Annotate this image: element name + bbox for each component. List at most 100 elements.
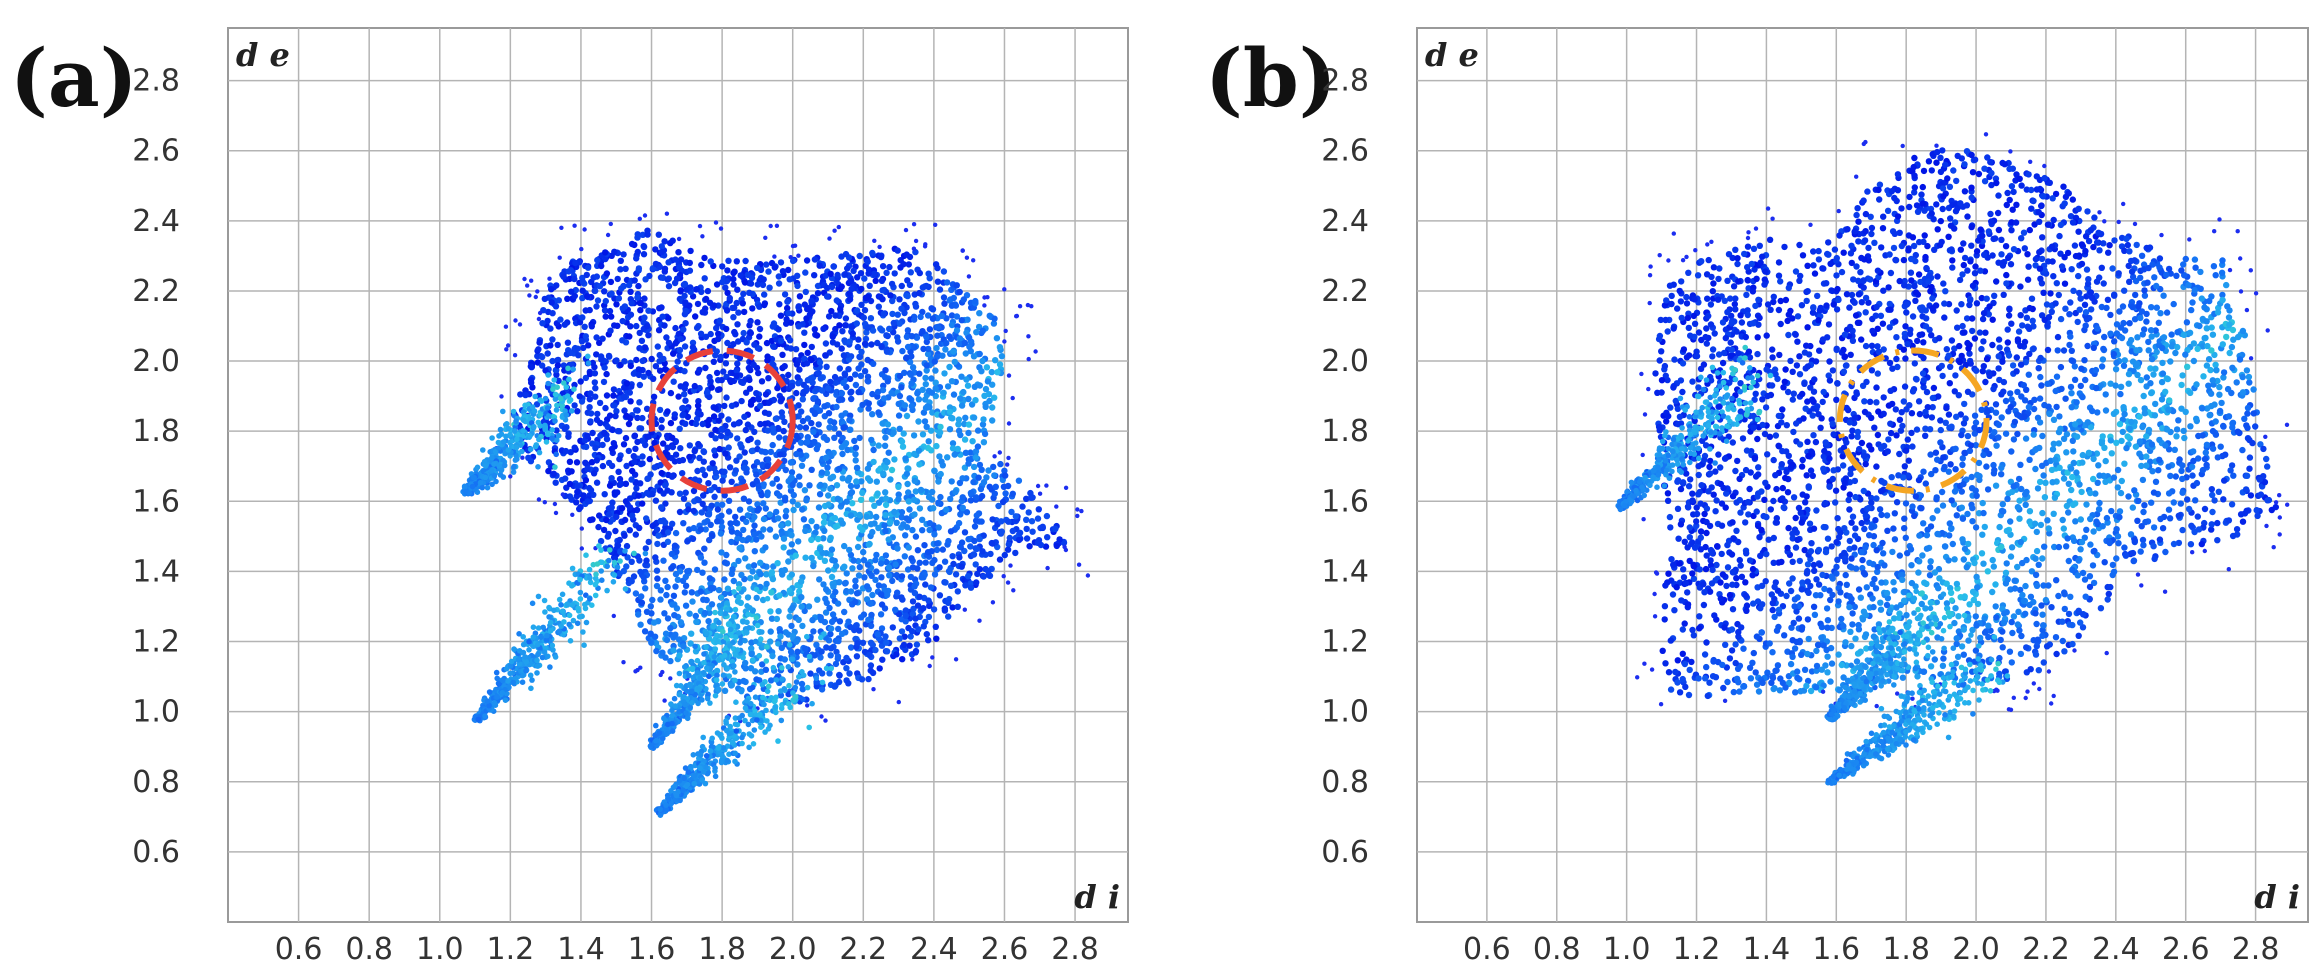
scatter-point xyxy=(962,607,967,612)
scatter-point xyxy=(655,231,662,238)
scatter-point xyxy=(803,257,811,264)
scatter-point xyxy=(931,556,938,564)
scatter-point xyxy=(887,292,894,299)
scatter-point xyxy=(542,500,547,505)
scatter-point xyxy=(642,585,649,592)
scatter-point xyxy=(903,412,911,420)
scatter-point xyxy=(748,650,755,658)
scatter-point xyxy=(484,484,491,491)
scatter-point xyxy=(549,336,556,343)
scatter-point xyxy=(577,596,584,602)
scatter-point xyxy=(605,232,611,238)
scatter-point xyxy=(613,357,620,364)
scatter-point xyxy=(566,621,572,628)
scatter-point xyxy=(537,412,543,418)
scatter-point xyxy=(542,422,548,429)
scatter-point xyxy=(784,304,791,312)
scatter-point xyxy=(823,586,830,593)
scatter-point xyxy=(616,455,623,463)
scatter-point xyxy=(864,475,872,482)
scatter-point xyxy=(962,414,969,421)
scatter-point xyxy=(519,679,526,685)
scatter-point xyxy=(528,685,534,692)
scatter-point xyxy=(821,433,828,441)
scatter-point xyxy=(627,398,634,405)
scatter-point xyxy=(745,563,752,570)
scatter-point xyxy=(739,536,746,544)
scatter-point xyxy=(694,300,702,308)
scatter-point xyxy=(645,538,652,546)
scatter-point xyxy=(707,521,714,528)
scatter-point xyxy=(843,570,850,577)
scatter-point xyxy=(584,465,591,473)
scatter-point xyxy=(912,488,919,495)
scatter-point xyxy=(545,413,552,419)
scatter-point xyxy=(664,529,672,536)
scatter-point xyxy=(899,347,906,355)
scatter-point xyxy=(716,445,723,453)
scatter-point xyxy=(620,393,628,400)
scatter-point xyxy=(754,281,761,288)
scatter-point xyxy=(827,630,834,638)
scatter-point xyxy=(691,382,698,390)
scatter-point xyxy=(663,334,670,341)
scatter-point xyxy=(753,390,760,397)
scatter-point xyxy=(785,310,792,317)
scatter-point xyxy=(785,558,792,565)
scatter-point xyxy=(477,479,484,486)
scatter-point xyxy=(660,490,667,497)
scatter-point xyxy=(674,358,681,365)
scatter-point xyxy=(584,498,591,505)
scatter-point xyxy=(681,343,689,350)
scatter-point xyxy=(931,467,938,475)
scatter-point xyxy=(549,357,556,365)
scatter-point xyxy=(710,358,717,365)
scatter-point xyxy=(661,610,668,617)
scatter-point xyxy=(656,367,664,374)
scatter-point xyxy=(559,225,564,230)
scatter-point xyxy=(608,221,613,227)
scatter-point xyxy=(664,538,672,545)
scatter-point xyxy=(830,263,838,270)
scatter-point xyxy=(741,449,748,456)
scatter-point xyxy=(863,596,871,603)
scatter-point xyxy=(552,418,558,424)
scatter-point xyxy=(916,269,923,277)
scatter-point xyxy=(793,638,800,645)
scatter-point xyxy=(832,562,840,570)
scatter-point xyxy=(647,630,654,637)
scatter-point xyxy=(497,426,504,433)
scatter-point xyxy=(764,491,771,499)
scatter-point xyxy=(901,633,908,640)
scatter-point xyxy=(847,551,855,559)
scatter-point xyxy=(922,244,928,249)
scatter-point xyxy=(567,449,574,456)
scatter-point xyxy=(660,355,667,363)
scatter-point xyxy=(780,386,788,393)
scatter-point xyxy=(838,345,845,352)
scatter-point xyxy=(852,451,859,458)
scatter-point xyxy=(841,542,848,550)
scatter-point xyxy=(965,421,973,428)
scatter-point xyxy=(957,395,964,402)
scatter-point xyxy=(670,350,677,357)
scatter-point xyxy=(877,591,885,598)
scatter-point xyxy=(991,394,998,401)
scatter-point xyxy=(724,585,732,592)
scatter-point xyxy=(1005,462,1010,467)
scatter-point xyxy=(657,461,664,469)
scatter-point xyxy=(637,460,645,468)
scatter-point xyxy=(828,546,836,553)
scatter-point xyxy=(871,502,878,509)
scatter-point xyxy=(651,439,658,447)
scatter-point xyxy=(715,586,723,594)
scatter-point xyxy=(956,543,964,551)
scatter-point xyxy=(925,270,932,277)
scatter-point xyxy=(777,633,784,640)
scatter-point xyxy=(906,642,913,649)
scatter-point xyxy=(817,375,824,382)
scatter-point xyxy=(857,614,865,621)
scatter-point xyxy=(861,307,869,314)
scatter-point xyxy=(691,447,698,455)
scatter-point xyxy=(631,458,638,466)
